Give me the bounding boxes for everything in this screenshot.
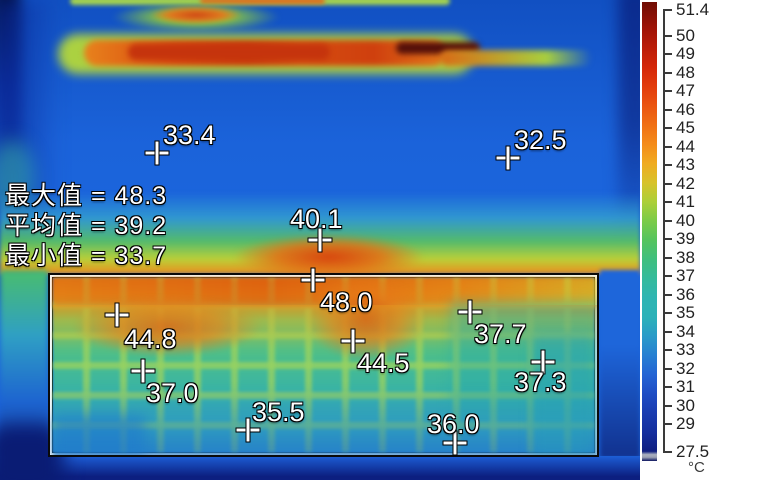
thermal-below-box [0,456,640,480]
spot-cross-icon [131,359,155,383]
scale-tick [663,182,672,185]
scale-tick [663,9,672,11]
scale-tick [663,256,672,259]
scale-tick-label: 41 [676,192,695,212]
scale-tick [663,330,672,333]
scale-tick-label: 49 [676,44,695,64]
scale-tick-label: 43 [676,155,695,175]
scale-tick [663,71,672,74]
thermal-right-dark-edge [618,0,640,253]
scale-tick [663,367,672,370]
thermal-top-strip-hot [200,0,325,4]
scale-tick-label: 46 [676,99,695,119]
scale-tick-label: 40 [676,210,695,230]
spot-cross-icon [531,350,555,374]
scale-tick-label: 33 [676,340,695,360]
scale-tick-label: 51.4 [676,0,710,19]
thermal-image [0,0,640,480]
spot-temperature-label: 32.5 [514,125,567,155]
thermal-top-hotspot [150,6,242,24]
scale-tick [663,386,672,389]
spot-temperature-label: 33.4 [163,120,216,150]
spot-cross-icon [308,228,332,252]
scale-tick [663,451,672,453]
spot-cross-icon [236,418,260,442]
scale-tick-label: 27.5 [676,442,710,461]
scale-tick [663,404,672,407]
scale-tick [663,238,672,241]
scale-tick [663,349,672,352]
stat-avg-line: 平均值 = 39.2 [5,212,168,240]
keyboard-warm-fade [53,305,597,350]
spot-cross-icon [496,146,520,170]
scale-tick-label: 34 [676,321,695,341]
scale-unit-label: °C [688,459,705,476]
spot-temperature-label: 44.8 [124,324,177,354]
scale-tick [663,275,672,278]
scale-tick [663,219,672,222]
spot-temperature-label: 35.5 [252,397,305,427]
spot-temperature-label: 40.1 [290,204,343,234]
thermal-vent-red-zone [128,44,330,60]
spot-temperature-label: 36.0 [427,409,480,439]
spot-temperature-label: 37.7 [474,319,527,349]
spot-cross-icon [341,329,365,353]
scale-tick-label: 37 [676,266,695,286]
scale-tick [663,90,672,93]
spot-cross-icon [301,268,325,292]
scale-tick-label: 48 [676,62,695,82]
keyboard-hot-center-zone [305,275,427,361]
scale-tick [663,293,672,296]
scale-tick-label: 36 [676,284,695,304]
spot-temperature-label: 48.0 [320,287,373,317]
spot-temperature-label: 37.0 [146,378,199,408]
scale-tick-label: 45 [676,118,695,138]
temperature-colorbar [642,2,657,461]
measurement-box [48,273,599,457]
spot-cross-icon [458,300,482,324]
stat-min-line: 最小值 = 33.7 [5,242,168,270]
spot-temperature-label: 37.3 [514,367,567,397]
spot-temperature-label: 44.5 [357,348,410,378]
scale-tick [663,164,672,167]
spot-cross-icon [145,141,169,165]
scale-tick-label: 30 [676,395,695,415]
scale-tick-label: 47 [676,81,695,101]
scale-tick-label: 32 [676,358,695,378]
thermal-hinge-hotspot [233,234,425,280]
scale-tick-label: 39 [676,229,695,249]
spot-cross-icon [105,303,129,327]
thermal-right-of-box [600,270,640,458]
scale-tick-label: 44 [676,136,695,156]
scale-tick [663,201,672,204]
keyboard-cool-bottom-left [53,415,145,455]
scale-tick-label: 38 [676,247,695,267]
scale-tick-label: 50 [676,25,695,45]
keyboard-hot-left-zone [72,295,262,357]
spot-cross-icon [443,431,467,455]
scale-axis [663,10,665,452]
scale-tick-label: 29 [676,414,695,434]
scale-tick-label: 35 [676,303,695,323]
scale-tick-label: 42 [676,173,695,193]
scale-tick [663,34,672,37]
scale-panel [640,0,760,480]
thermal-vent-tail [440,50,592,66]
scale-tick-label: 31 [676,377,695,397]
scale-tick [663,312,672,315]
scale-tick [663,108,672,111]
scale-tick [663,145,672,148]
scale-tick [663,423,672,426]
scale-tick [663,127,672,130]
stat-max-line: 最大值 = 48.3 [5,182,168,210]
scale-tick [663,53,672,56]
